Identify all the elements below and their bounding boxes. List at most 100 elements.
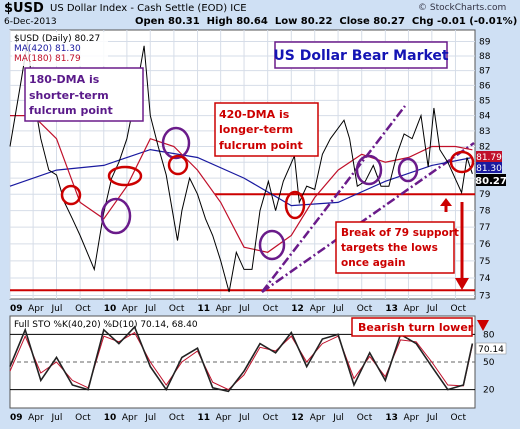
x-tick-label: 13	[385, 304, 398, 314]
stoch-note-box	[351, 317, 473, 337]
breakdown-box	[335, 221, 455, 274]
touch-circle	[284, 190, 306, 220]
legend-ma180: MA(180) 81.79	[14, 54, 81, 64]
dma420-box	[214, 102, 319, 157]
x-tick-label: Apr	[310, 304, 326, 314]
x-tick-label: Oct	[75, 413, 91, 423]
x-tick-label: Oct	[263, 413, 279, 423]
x-tick-label: Apr	[310, 413, 326, 423]
x-tick-label: Oct	[357, 413, 373, 423]
arrow-up-icon	[440, 198, 452, 206]
chg-value: -0.01 (-0.01%)	[436, 16, 518, 27]
x-tick-label: Jul	[51, 413, 63, 423]
x-tick-label: Oct	[75, 304, 91, 314]
x-tick-label: Jul	[332, 304, 344, 314]
x-tick-label: Oct	[169, 413, 185, 423]
x-tick-label: Jul	[144, 304, 156, 314]
x-tick-label: Jul	[238, 304, 250, 314]
x-tick-label: 11	[198, 304, 211, 314]
watermark: © StockCharts.com	[418, 3, 507, 13]
x-tick-label: Apr	[122, 304, 138, 314]
stoch-y-axis: 20 50 80	[483, 330, 495, 395]
badge-ma420-text: 81.30	[476, 164, 502, 174]
touch-circle	[161, 126, 191, 160]
x-tick-label: 11	[198, 413, 211, 423]
high-label: High	[206, 16, 233, 27]
touch-circle	[60, 184, 82, 206]
stoch-y-tick-label: 50	[483, 358, 495, 368]
touch-circle	[258, 229, 286, 261]
badge-last	[476, 174, 506, 186]
legend-price: $USD (Daily) 80.27	[14, 34, 100, 44]
x-tick-label: Apr	[122, 413, 138, 423]
x-axis-lower: 09 Apr Jul Oct 10 Apr Jul Oct 11 Apr Jul Oct 12 Apr Ju…	[10, 413, 467, 423]
chart-date: 6-Dec-2013	[4, 17, 57, 27]
x-tick-label: Oct	[450, 304, 466, 314]
stoch-arrow-down-icon	[477, 320, 489, 331]
y-tick-label: 75	[479, 257, 490, 267]
x-tick-label: 12	[291, 304, 304, 314]
touch-circle	[397, 157, 419, 183]
touch-circle	[449, 150, 475, 174]
dma180-box	[24, 67, 144, 122]
stoch-legend: Full STO %K(40,20) %D(10) 70.14, 68.40	[14, 320, 198, 330]
x-tick-label: Jul	[238, 413, 250, 423]
dma420-line1: 420-DMA is	[219, 108, 290, 121]
x-tick-label: Jul	[144, 413, 156, 423]
chart-name: US Dollar Index - Cash Settle (EOD) ICE	[50, 3, 247, 14]
stoch-badge	[475, 342, 507, 355]
touch-circle	[355, 154, 383, 186]
x-tick-label: Apr	[216, 304, 232, 314]
price-y-axis: 7374757677787980818283848586878889	[479, 37, 491, 301]
ma180-line	[10, 114, 473, 253]
x-tick-label: 12	[291, 413, 304, 423]
y-tick-label: 88	[479, 52, 491, 62]
legend-ma420: MA(420) 81.30	[14, 44, 81, 54]
title-box-text: US Dollar Bear Market	[273, 48, 448, 64]
x-tick-label: 10	[104, 413, 117, 423]
y-tick-label: 73	[479, 291, 490, 301]
badge-ma180	[476, 151, 502, 162]
stoch-badge-text: 70.14	[478, 345, 504, 355]
x-tick-label: Jul	[51, 304, 63, 314]
x-tick-label: Oct	[450, 413, 466, 423]
breakdown-line1: Break of 79 support	[341, 227, 459, 239]
stoch-y-tick-label: 20	[483, 386, 495, 396]
price-line	[9, 41, 473, 293]
y-tick-label: 78	[479, 207, 491, 217]
x-tick-label: Oct	[169, 304, 185, 314]
low-value: 80.22	[300, 16, 333, 27]
open-value: 80.31	[168, 16, 200, 27]
badge-ma420	[476, 162, 502, 173]
stoch-y-tick-label: 80	[483, 330, 495, 340]
dma180-line3: fulcrum point	[29, 104, 113, 117]
chart-symbol: $USD	[4, 1, 44, 16]
x-tick-label: 10	[104, 304, 117, 314]
x-tick-label: Apr	[28, 304, 44, 314]
y-tick-label: 83	[479, 127, 490, 137]
close-value: 80.27	[373, 16, 405, 27]
title-box	[274, 41, 448, 69]
y-tick-label: 85	[479, 96, 490, 106]
breakdown-line3: once again	[341, 257, 405, 269]
ohlc-line: Open 80.31 High 80.64 Low 80.22 Close 80…	[135, 16, 517, 27]
x-tick-label: Apr	[216, 413, 232, 423]
x-tick-label: 13	[385, 413, 398, 423]
x-tick-label: Apr	[403, 304, 419, 314]
x-tick-label: Apr	[28, 413, 44, 423]
arrow-down-icon	[455, 278, 469, 290]
y-tick-label: 89	[479, 37, 491, 47]
y-tick-label: 74	[479, 274, 491, 284]
y-tick-label: 87	[479, 67, 490, 77]
y-tick-label: 84	[479, 112, 491, 122]
legend: $USD (Daily) 80.27 MA(420) 81.30 MA(180)…	[12, 32, 108, 66]
dma180-line1: 180-DMA is	[29, 73, 100, 86]
low-label: Low	[274, 16, 298, 27]
x-tick-label: Apr	[403, 413, 419, 423]
y-tick-label: 86	[479, 81, 491, 91]
chg-label: Chg	[411, 16, 434, 27]
x-axis: 09 Apr Jul Oct 10 Apr Jul Oct 11 Apr Jul Oct 12 Apr Ju…	[10, 304, 467, 314]
dma420-line3: fulcrum point	[219, 139, 303, 152]
trendline-steep	[261, 105, 406, 293]
x-tick-label: Oct	[357, 304, 373, 314]
